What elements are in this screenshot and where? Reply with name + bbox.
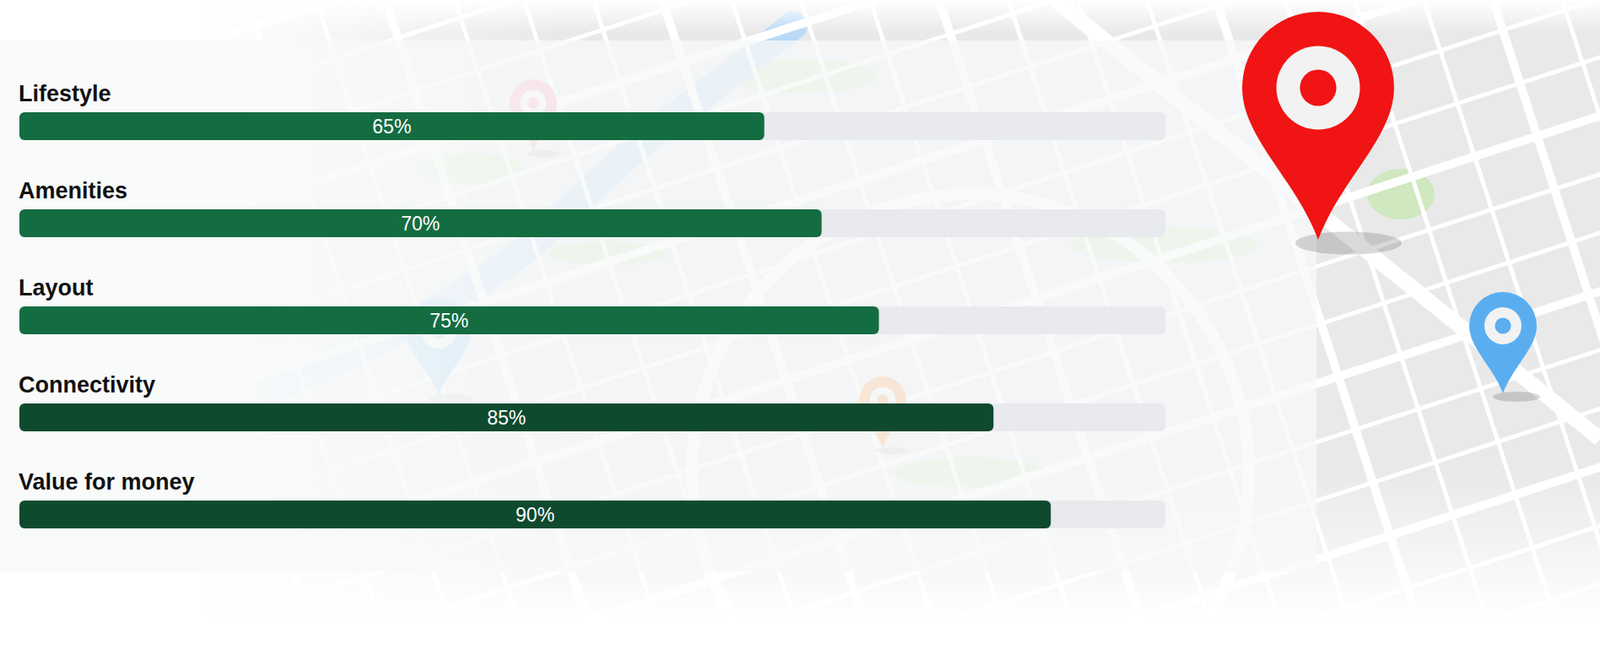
page: {"chart_data": {"type": "bar", "orientat… <box>0 0 1600 655</box>
road <box>0 0 1600 250</box>
bars <box>19 112 1051 529</box>
data-label: 70% <box>400 212 440 235</box>
bar-track <box>19 306 1166 335</box>
data-label: 65% <box>372 115 411 138</box>
category-label: Amenities <box>18 178 128 204</box>
map-inner <box>0 0 1600 655</box>
bar <box>19 306 880 335</box>
category-label: Layout <box>18 275 94 301</box>
map <box>0 0 1600 655</box>
bar <box>19 209 822 238</box>
panel <box>0 40 1317 572</box>
pin-ring <box>1484 307 1522 345</box>
bar-track <box>19 500 1166 529</box>
data-label: 90% <box>515 503 555 526</box>
roads <box>0 0 1600 655</box>
map-base <box>0 0 1600 655</box>
pin-ring <box>1276 46 1361 130</box>
pin <box>1242 11 1402 255</box>
labels: Lifestyle 65% Amenities 70% Layout 75% Connect… <box>18 81 555 526</box>
road <box>0 0 1600 655</box>
bar <box>19 500 1051 529</box>
road <box>4 366 1600 655</box>
road <box>1392 0 1600 655</box>
bar-track <box>19 112 1166 141</box>
chart: Lifestyle 65% Amenities 70% Layout 75% Connect… <box>0 0 1600 655</box>
pin-shadow <box>1295 232 1402 255</box>
road <box>73 578 1600 655</box>
pin-body <box>1242 11 1395 240</box>
road <box>1579 0 1600 655</box>
data-label: 75% <box>429 309 469 332</box>
category-label: Connectivity <box>18 372 156 398</box>
tracks <box>19 112 1166 529</box>
foreground <box>1242 11 1402 255</box>
bar-track <box>19 403 1166 432</box>
pin-dot <box>1494 317 1511 334</box>
pin-body <box>1469 291 1537 394</box>
pin-shadow <box>1492 391 1541 402</box>
bar <box>19 112 765 141</box>
bar-track <box>19 209 1166 238</box>
pin-dot <box>1299 69 1336 106</box>
pin <box>1469 291 1541 402</box>
road <box>90 631 1600 655</box>
data-label: 85% <box>486 406 526 429</box>
category-label: Value for money <box>18 469 195 495</box>
category-label: Lifestyle <box>18 81 112 107</box>
road <box>0 154 1600 655</box>
bar <box>19 403 994 432</box>
